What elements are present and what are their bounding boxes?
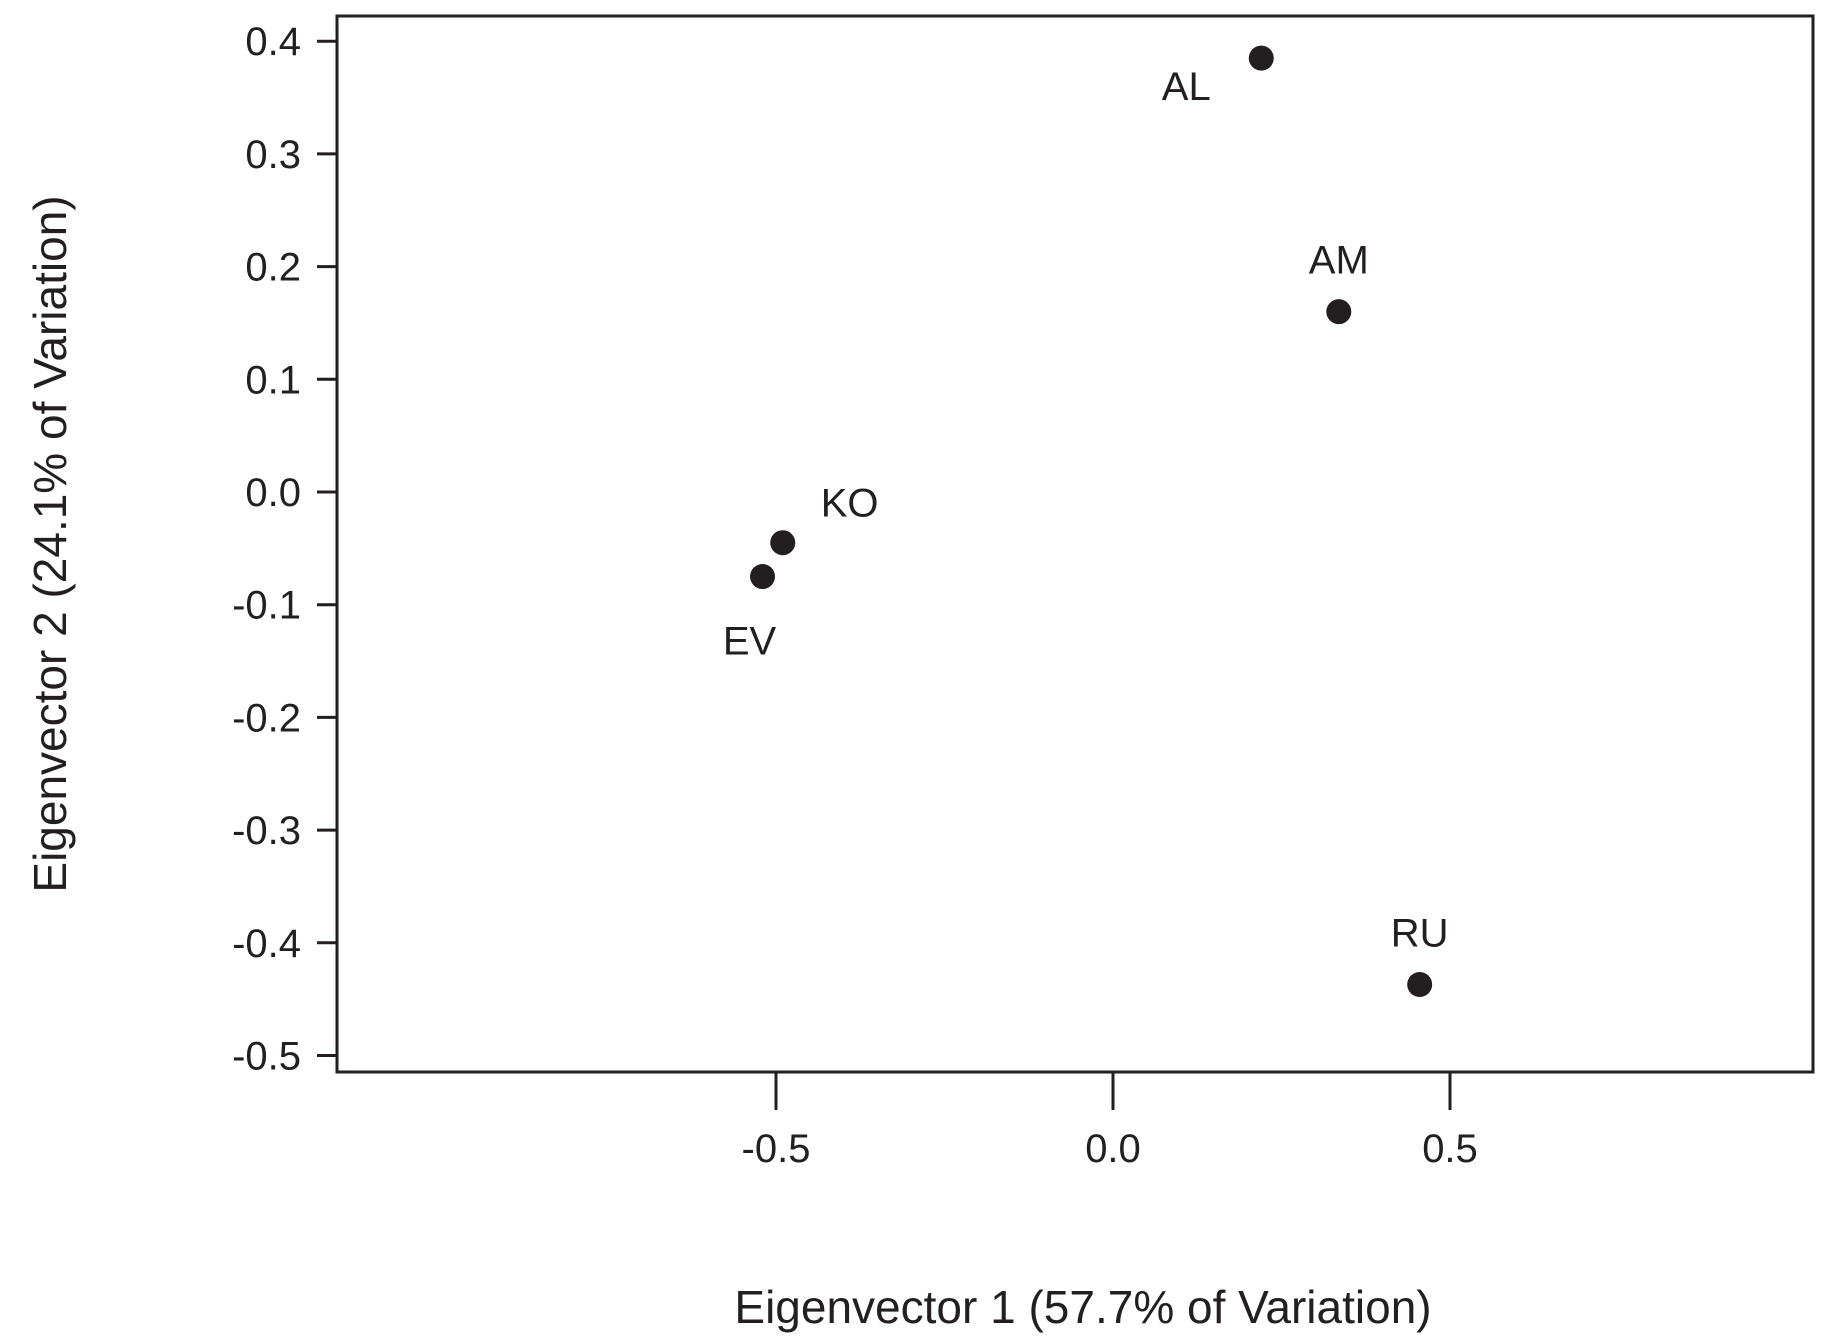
x-axis: -0.5 0.0 0.5 <box>742 1072 1478 1171</box>
point-label-al: AL <box>1162 65 1211 109</box>
point-label-ru: RU <box>1391 911 1449 955</box>
point-marker-ru <box>1407 971 1433 997</box>
y-tick-label: 0.2 <box>245 246 301 290</box>
point-label-ko: KO <box>821 482 879 526</box>
y-axis: 0.4 0.3 0.2 0.1 0.0 -0.1 -0.2 -0.3 -0.4 -0.5 <box>232 20 337 1079</box>
x-axis-title: Eigenvector 1 (57.7% of Variation) <box>734 1281 1431 1333</box>
y-tick-label: -0.4 <box>232 922 301 966</box>
y-tick-label: -0.1 <box>232 584 301 628</box>
y-tick-label: 0.0 <box>245 471 301 515</box>
point-marker-ev <box>750 564 776 590</box>
y-tick-label: -0.2 <box>232 696 301 740</box>
x-tick-label: 0.5 <box>1422 1127 1478 1171</box>
x-tick-label: -0.5 <box>742 1127 811 1171</box>
point-label-ev: EV <box>723 620 777 664</box>
data-points: AL AM KO EV RU <box>723 45 1449 997</box>
plot-frame <box>335 14 1815 1074</box>
y-axis-title: Eigenvector 2 (24.1% of Variation) <box>24 195 76 892</box>
y-tick-label: -0.5 <box>232 1035 301 1079</box>
point-label-am: AM <box>1309 239 1369 283</box>
y-tick-label: 0.4 <box>245 20 301 64</box>
y-tick-label: 0.3 <box>245 133 301 177</box>
point-marker-am <box>1326 299 1352 325</box>
point-marker-al <box>1248 45 1274 71</box>
y-tick-label: -0.3 <box>232 809 301 853</box>
y-tick-label: 0.1 <box>245 358 301 402</box>
x-tick-label: 0.0 <box>1085 1127 1141 1171</box>
point-marker-ko <box>770 530 796 556</box>
